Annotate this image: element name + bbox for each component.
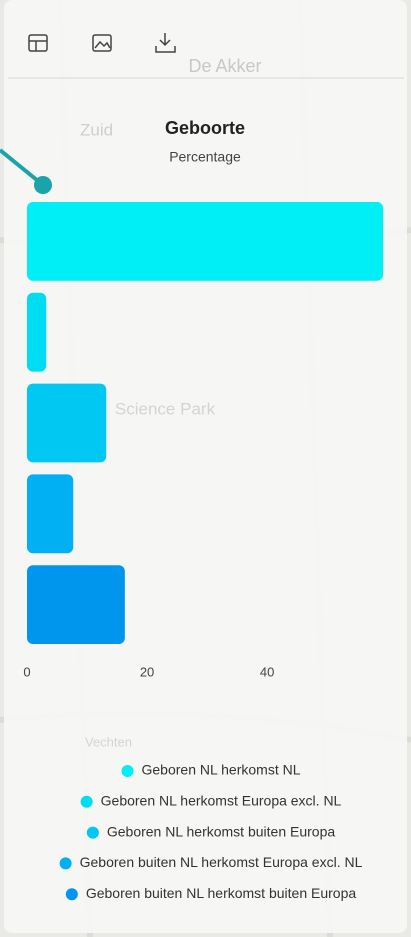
legend-swatch — [121, 765, 134, 777]
map-label: Vechten — [85, 734, 132, 749]
toolbar — [28, 33, 176, 53]
legend-label: Geboren NL herkomst buiten Europa — [107, 823, 335, 839]
x-tick-label: 20 — [140, 664, 154, 679]
chart-subtitle: Percentage — [169, 149, 241, 165]
bar — [27, 383, 107, 463]
legend-swatch — [86, 826, 99, 839]
chart-title: Geboorte — [165, 118, 245, 138]
bar — [27, 474, 74, 554]
pointer-dot — [34, 176, 52, 194]
legend-label: Geboren NL herkomst Europa excl. NL — [101, 793, 342, 809]
map-label: De Akker — [188, 56, 261, 76]
x-tick-label: 0 — [23, 664, 30, 679]
legend-swatch — [65, 888, 78, 901]
legend-swatch — [80, 795, 93, 808]
legend-label: Geboren NL herkomst NL — [142, 762, 301, 778]
bar — [27, 292, 47, 372]
legend-swatch — [59, 857, 72, 870]
bar — [27, 202, 383, 281]
map-label: Science Park — [115, 399, 216, 418]
legend-label: Geboren buiten NL herkomst buiten Europa — [86, 885, 357, 901]
bar — [27, 565, 125, 644]
table-icon[interactable] — [28, 34, 48, 52]
download-icon[interactable] — [155, 33, 176, 53]
legend-label: Geboren buiten NL herkomst Europa excl. … — [80, 854, 363, 870]
map-label: Zuid — [80, 120, 113, 139]
x-tick-label: 40 — [260, 664, 274, 679]
image-icon[interactable] — [92, 34, 112, 52]
